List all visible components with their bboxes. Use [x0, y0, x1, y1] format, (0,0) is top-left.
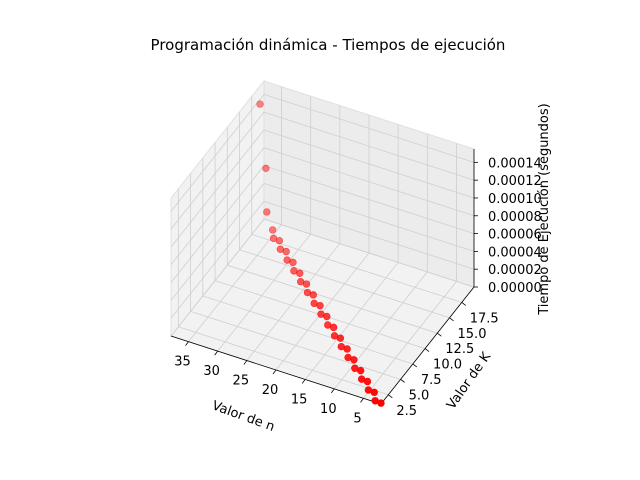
y-tick-mark	[424, 348, 430, 352]
scatter-point-35	[256, 100, 264, 108]
scatter-point-25	[290, 267, 298, 275]
y-tick-label: 7.5	[421, 373, 442, 388]
y-grid-floor	[227, 264, 438, 334]
x-tick-label: 20	[262, 383, 279, 398]
y-tick-label: 2.5	[396, 404, 417, 419]
z-grid-back	[263, 111, 475, 181]
x-tick-mark	[185, 341, 189, 346]
z-grid-left	[170, 183, 265, 301]
y-tick-mark	[388, 394, 393, 399]
z-tick-label: 0.00000	[488, 281, 542, 296]
z-grid-back	[263, 218, 475, 288]
axes-panes	[170, 79, 475, 405]
scatter-point-27	[283, 256, 291, 264]
y-tick-label: 17.5	[470, 311, 499, 326]
y-tick-label: 10.0	[433, 358, 462, 373]
y-tick-mark	[400, 379, 405, 383]
x-tick-mark	[360, 398, 364, 403]
scatter-point-29	[276, 245, 285, 253]
y-grid-floor	[178, 326, 389, 396]
tick-labels: 5 10 15 20 25 30 35 2.55.07.510.012.515.017.5 0.…	[174, 156, 542, 426]
y-tick-label: 5.0	[409, 388, 430, 403]
axis-lines	[170, 149, 478, 405]
z-grid-back	[263, 147, 475, 217]
x-grid-floor	[188, 224, 282, 342]
x-tick-mark	[301, 379, 306, 384]
scatter-point-9	[344, 353, 352, 362]
z-tick-label: 0.00012	[488, 174, 542, 189]
z-tick-label: 0.00008	[488, 210, 542, 225]
scatter-point-3	[364, 386, 373, 394]
scatter-point-31	[269, 234, 278, 243]
y-grid-floor	[239, 249, 450, 319]
scatter-point-32	[268, 226, 277, 234]
z-tick-label: 0.00004	[488, 245, 542, 260]
scatter-points	[256, 100, 385, 407]
z-tick-label: 0.00006	[488, 228, 542, 243]
z-grid-back	[263, 165, 475, 234]
scatter-point-23	[296, 277, 305, 286]
scatter-point-5	[357, 375, 366, 383]
scatter-point-21	[303, 288, 312, 297]
z-grid-left	[170, 200, 265, 319]
scatter-point-17	[317, 310, 325, 318]
scatter-point-19	[310, 299, 318, 308]
y-tick-mark	[461, 302, 467, 306]
scatter-point-34	[262, 164, 270, 173]
chart-title: Programación dinámica - Tiempos de ejecu…	[151, 36, 506, 54]
y-tick-mark	[437, 332, 442, 337]
y-grid-floor	[190, 310, 401, 380]
x-tick-mark	[243, 360, 248, 365]
z-grid-back	[263, 129, 475, 199]
x-tick-label: 25	[233, 374, 250, 389]
z-grid-left	[170, 165, 265, 283]
z-tick-label: 0.00010	[488, 192, 542, 207]
scatter-point-7	[351, 364, 359, 372]
z-tick-label: 0.00002	[488, 263, 542, 278]
x-tick-label: 10	[320, 402, 337, 417]
z-tick-label: 0.00014	[488, 156, 542, 171]
y-tick-mark	[412, 363, 418, 368]
z-axis-label: Tiempo de Ejecución (segundos)	[537, 103, 552, 315]
y-tick-label: 12.5	[445, 342, 474, 357]
x-tick-label: 35	[174, 355, 191, 370]
z-grid-left	[170, 147, 265, 266]
scatter-point-1	[371, 397, 379, 405]
z-grid-left	[170, 94, 265, 212]
scatter-point-33	[263, 208, 271, 216]
z-grid-left	[170, 129, 265, 248]
y-grid-floor	[202, 295, 413, 365]
x-tick-mark	[214, 350, 218, 356]
x-axis-label: Valor de n	[210, 398, 277, 435]
z-grid-back	[263, 200, 475, 270]
z-grid-left	[170, 111, 265, 230]
y-axis-line	[380, 286, 475, 405]
x-tick-label: 15	[291, 392, 308, 407]
z-grid-back	[263, 93, 475, 163]
x-grid-floor	[217, 233, 311, 352]
scatter-point-11	[337, 342, 346, 351]
scatter-point-15	[324, 321, 332, 329]
x-tick-mark	[272, 369, 277, 375]
y-grid-floor	[251, 234, 462, 303]
x-grid-floor	[334, 271, 428, 390]
z-grid-back	[263, 183, 475, 252]
y-tick-label: 15.0	[458, 327, 487, 342]
x-tick-mark	[331, 388, 335, 394]
z-grid-left	[170, 218, 265, 337]
y-tick-mark	[449, 317, 454, 322]
scatter-point-13	[330, 332, 339, 340]
x-tick-label: 30	[203, 364, 220, 379]
x-grid-floor	[246, 243, 341, 361]
x-tick-label: 5	[353, 411, 361, 426]
x-grid-floor	[304, 262, 399, 380]
x-grid-floor	[363, 281, 457, 399]
